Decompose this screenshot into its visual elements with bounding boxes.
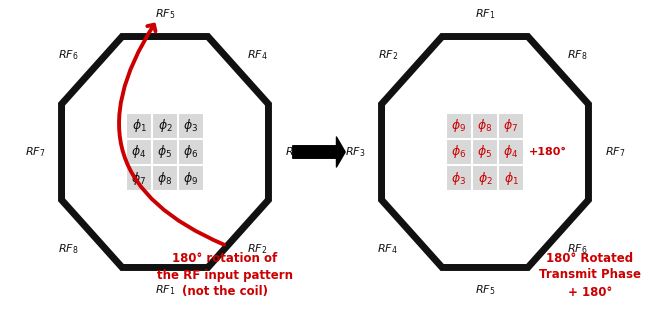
Polygon shape bbox=[61, 37, 268, 268]
Text: $\phi_8$: $\phi_8$ bbox=[477, 117, 493, 135]
Text: $\phi_3$: $\phi_3$ bbox=[183, 117, 199, 135]
Text: Transmit Phase: Transmit Phase bbox=[539, 268, 641, 281]
Text: $\phi_9$: $\phi_9$ bbox=[451, 117, 466, 135]
Text: $\phi_4$: $\phi_4$ bbox=[132, 144, 146, 161]
Text: $RF_4$: $RF_4$ bbox=[247, 48, 268, 61]
Text: $RF_5$: $RF_5$ bbox=[475, 283, 495, 297]
Text: $\phi_2$: $\phi_2$ bbox=[477, 170, 492, 187]
Text: $\phi_4$: $\phi_4$ bbox=[503, 144, 519, 161]
Text: $\phi_6$: $\phi_6$ bbox=[451, 144, 466, 161]
Text: $RF_6$: $RF_6$ bbox=[567, 242, 588, 256]
Text: the RF input pattern: the RF input pattern bbox=[157, 268, 293, 281]
Bar bbox=[446, 113, 524, 191]
Text: $\phi_5$: $\phi_5$ bbox=[477, 144, 493, 161]
Text: $RF_1$: $RF_1$ bbox=[155, 283, 175, 297]
Text: + 180°: + 180° bbox=[568, 286, 612, 299]
Text: $\phi_6$: $\phi_6$ bbox=[183, 144, 199, 161]
Text: $RF_3$: $RF_3$ bbox=[285, 145, 305, 159]
Text: $RF_4$: $RF_4$ bbox=[377, 242, 398, 256]
Text: $\phi_9$: $\phi_9$ bbox=[183, 170, 199, 187]
Text: $RF_3$: $RF_3$ bbox=[345, 145, 365, 159]
Text: $RF_6$: $RF_6$ bbox=[57, 48, 78, 61]
Text: $\phi_8$: $\phi_8$ bbox=[157, 170, 173, 187]
Text: $RF_1$: $RF_1$ bbox=[475, 7, 495, 21]
Text: $\phi_3$: $\phi_3$ bbox=[451, 170, 466, 187]
Text: $RF_2$: $RF_2$ bbox=[247, 242, 267, 256]
Text: $RF_7$: $RF_7$ bbox=[605, 145, 625, 159]
Text: $RF_8$: $RF_8$ bbox=[57, 242, 78, 256]
Text: $RF_7$: $RF_7$ bbox=[25, 145, 45, 159]
Text: $\phi_7$: $\phi_7$ bbox=[132, 170, 146, 187]
Text: $\phi_7$: $\phi_7$ bbox=[504, 117, 519, 135]
Text: +180°: +180° bbox=[529, 147, 567, 157]
Text: $RF_8$: $RF_8$ bbox=[567, 48, 588, 61]
Text: $\phi_1$: $\phi_1$ bbox=[504, 170, 519, 187]
Bar bbox=[126, 113, 204, 191]
Text: $\phi_1$: $\phi_1$ bbox=[132, 117, 146, 135]
Text: 180° Rotated: 180° Rotated bbox=[546, 251, 633, 264]
Text: $RF_2$: $RF_2$ bbox=[378, 48, 398, 61]
Polygon shape bbox=[382, 37, 588, 268]
Text: 180° rotation of: 180° rotation of bbox=[172, 251, 277, 264]
Text: $\phi_2$: $\phi_2$ bbox=[157, 117, 172, 135]
Text: $\phi_5$: $\phi_5$ bbox=[157, 144, 172, 161]
Text: (not the coil): (not the coil) bbox=[182, 286, 268, 299]
Text: $RF_5$: $RF_5$ bbox=[155, 7, 175, 21]
